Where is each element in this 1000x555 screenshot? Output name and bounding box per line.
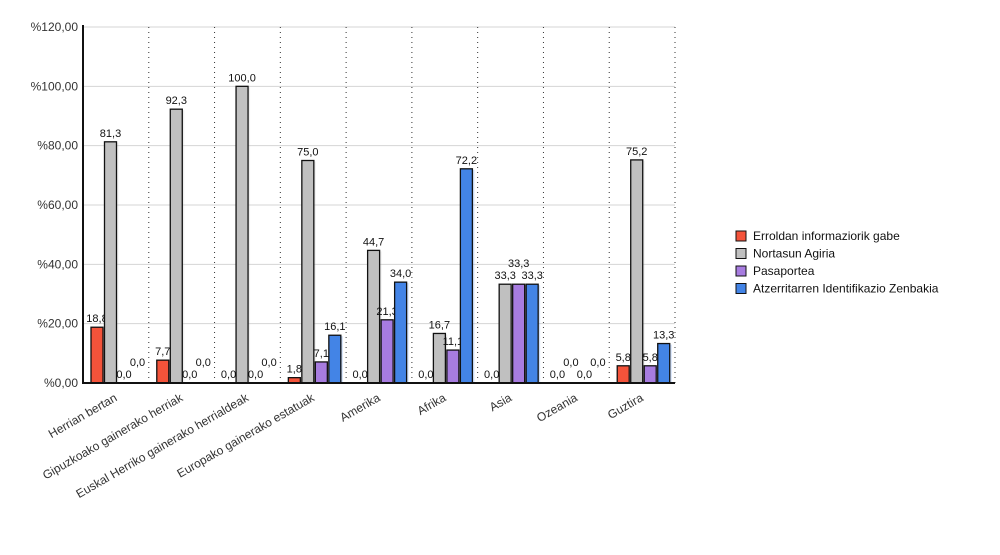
legend-label: Atzerritarren Identifikazio Zenbakia: [753, 282, 939, 296]
data-label: 100,0: [228, 72, 256, 84]
bar-erroldan-informaziorik-gabe: [156, 359, 170, 384]
bar-atzerritarren-identifikazio-zenbakia: [657, 342, 671, 384]
data-label: 0,0: [550, 369, 565, 381]
data-label: 0,0: [563, 357, 578, 369]
data-label: 18,8: [86, 313, 107, 325]
data-label: 7,1: [314, 348, 329, 360]
data-label: 92,3: [166, 95, 187, 107]
x-tick-label: Amerika: [337, 390, 382, 424]
data-label: 75,2: [626, 146, 647, 158]
y-tick-label: %60,00: [37, 198, 78, 212]
bar-atzerritarren-identifikazio-zenbakia: [328, 334, 342, 384]
bar-erroldan-informaziorik-gabe: [90, 326, 104, 384]
data-label: 0,0: [484, 369, 499, 381]
data-label: 33,3: [508, 258, 529, 270]
data-label: 11,1: [443, 336, 464, 348]
bar-nortasun-agiria: [103, 141, 118, 384]
data-label: 16,7: [429, 319, 450, 331]
data-label: 0,0: [182, 369, 197, 381]
data-label: 33,3: [521, 270, 542, 282]
data-label: 5,8: [616, 352, 631, 364]
bar-pasaportea: [446, 349, 460, 384]
data-label: 0,0: [590, 357, 605, 369]
data-label: 81,3: [100, 128, 121, 140]
legend-label: Erroldan informaziorik gabe: [753, 229, 900, 243]
y-tick-label: %0,00: [44, 376, 78, 390]
legend-swatch: [735, 265, 747, 277]
data-label: 0,0: [248, 369, 263, 381]
data-label: 0,0: [130, 357, 145, 369]
data-label: 0,0: [418, 369, 433, 381]
legend-swatch: [735, 230, 747, 242]
legend-swatch: [735, 248, 747, 259]
bar-erroldan-informaziorik-gabe: [616, 365, 630, 384]
data-label: 75,0: [297, 147, 318, 159]
bar-pasaportea: [314, 361, 328, 384]
data-label: 13,3: [653, 330, 674, 342]
data-label: 0,0: [352, 369, 367, 381]
bar-atzerritarren-identifikazio-zenbakia: [393, 281, 408, 384]
data-label: 33,3: [494, 270, 515, 282]
data-label: 0,0: [221, 369, 236, 381]
x-tick-label: Guztira: [605, 390, 646, 422]
bar-nortasun-agiria: [301, 159, 315, 384]
x-tick-label: Ozeania: [534, 390, 580, 425]
legend-label: Pasaportea: [753, 264, 815, 278]
data-label: 72,2: [456, 155, 477, 167]
y-tick-label: %40,00: [37, 257, 78, 271]
data-label: 1,8: [287, 364, 302, 376]
data-label: 21,3: [376, 306, 397, 318]
bar-nortasun-agiria: [498, 283, 512, 384]
data-label: 5,8: [643, 352, 658, 364]
y-tick-label: %120,00: [31, 20, 79, 34]
bar-pasaportea: [512, 283, 526, 384]
data-label: 7,7: [155, 346, 170, 358]
y-tick-label: %80,00: [37, 139, 78, 153]
bar-nortasun-agiria: [235, 85, 249, 384]
legend-swatch: [735, 283, 747, 294]
x-tick-label: Afrika: [415, 390, 449, 418]
bar-nortasun-agiria: [630, 159, 644, 384]
data-label: 44,7: [363, 236, 384, 248]
y-tick-label: %20,00: [37, 317, 78, 331]
data-label: 0,0: [577, 369, 592, 381]
bar-pasaportea: [643, 365, 657, 384]
data-label: 16,1: [324, 321, 345, 333]
bar-pasaportea: [380, 319, 394, 384]
bar-atzerritarren-identifikazio-zenbakia: [459, 168, 474, 384]
data-label: 34,0: [390, 268, 411, 280]
bar-nortasun-agiria: [169, 108, 183, 384]
data-label: 0,0: [116, 369, 131, 381]
x-tick-label: Asia: [487, 390, 514, 414]
bar-atzerritarren-identifikazio-zenbakia: [525, 283, 539, 384]
data-label: 0,0: [261, 357, 276, 369]
y-tick-label: %100,00: [31, 79, 79, 93]
legend-label: Nortasun Agiria: [753, 247, 835, 261]
data-label: 0,0: [196, 357, 211, 369]
